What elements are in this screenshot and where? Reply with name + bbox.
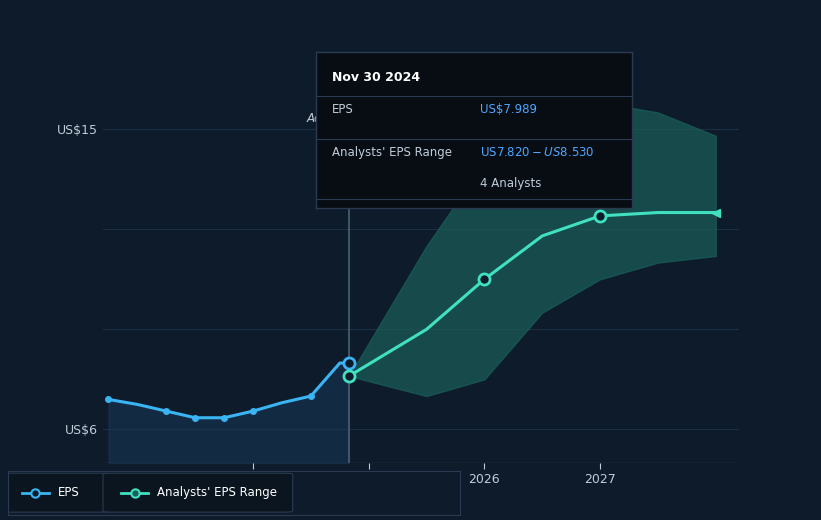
FancyBboxPatch shape	[3, 473, 112, 512]
Text: Nov 30 2024: Nov 30 2024	[332, 71, 420, 84]
Text: US$7.989: US$7.989	[480, 103, 538, 116]
Text: 4 Analysts: 4 Analysts	[480, 177, 542, 190]
Text: Analysts Forecasts: Analysts Forecasts	[360, 112, 471, 125]
Text: Analysts' EPS Range: Analysts' EPS Range	[332, 146, 452, 159]
Text: Actual: Actual	[306, 112, 343, 125]
Text: US$7.820 - US$8.530: US$7.820 - US$8.530	[480, 146, 595, 159]
FancyBboxPatch shape	[103, 473, 293, 512]
Text: EPS: EPS	[57, 486, 80, 499]
Text: Analysts' EPS Range: Analysts' EPS Range	[158, 486, 277, 499]
Text: EPS: EPS	[332, 103, 354, 116]
